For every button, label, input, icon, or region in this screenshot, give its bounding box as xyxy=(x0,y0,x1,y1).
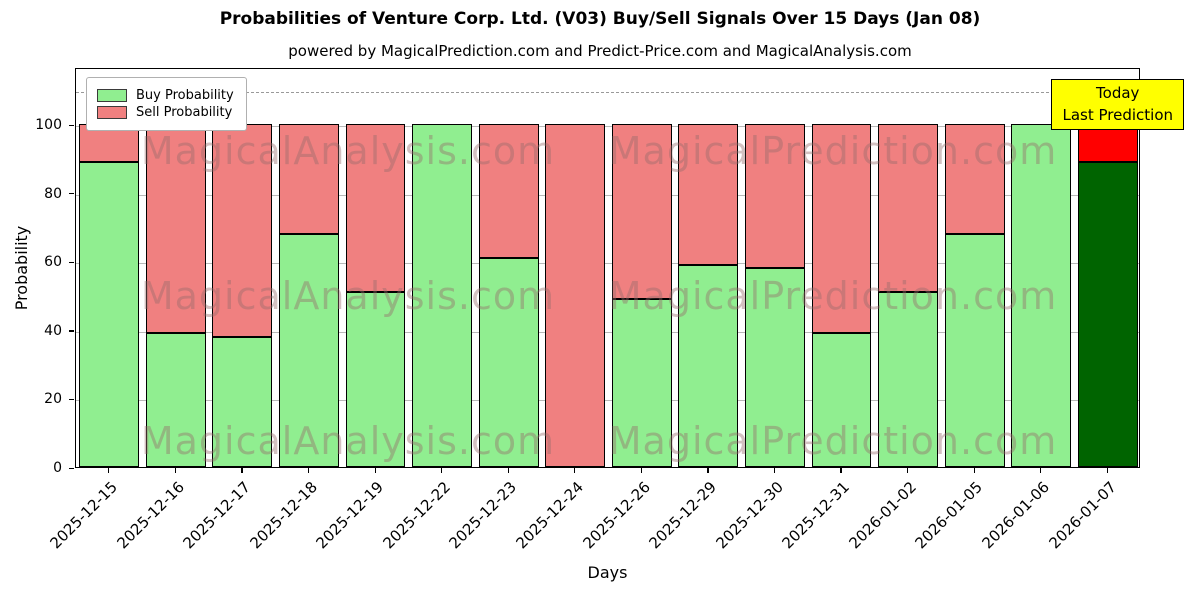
x-tick-label: 2025-12-15 xyxy=(46,478,122,553)
x-tick xyxy=(773,468,776,473)
y-axis: 0 20 40 60 80 100 xyxy=(0,68,75,476)
x-tick xyxy=(574,468,576,473)
bar-segment-sell xyxy=(1077,124,1138,162)
y-tick-label: 100 xyxy=(35,117,62,134)
legend: Buy Probability Sell Probability xyxy=(86,77,247,131)
x-tick xyxy=(241,468,243,473)
legend-label-buy: Buy Probability xyxy=(136,87,234,103)
legend-label-sell: Sell Probability xyxy=(136,105,233,120)
y-tick xyxy=(69,193,74,195)
x-tick xyxy=(640,468,642,473)
x-tick xyxy=(1106,468,1108,473)
x-tick-label: 2025-12-17 xyxy=(179,478,255,553)
plot-area: Buy Probability Sell Probability Today L… xyxy=(75,68,1184,468)
bar-segment-buy xyxy=(878,292,938,467)
bar-segment-buy xyxy=(944,233,1005,467)
x-tick-label: 2026-01-05 xyxy=(911,478,987,553)
x-tick-label: 2025-12-23 xyxy=(446,478,521,553)
x-tick xyxy=(707,468,709,473)
bar-segment-sell xyxy=(811,124,872,334)
bar-segment-buy xyxy=(279,233,339,467)
x-tick-label: 2025-12-16 xyxy=(113,478,188,553)
y-tick xyxy=(69,330,74,332)
y-gridline xyxy=(76,400,1139,402)
x-tick xyxy=(108,468,110,473)
y-tick-label: 40 xyxy=(44,322,62,339)
bar-segment-buy xyxy=(212,336,273,467)
y-tick-label: 60 xyxy=(44,254,62,271)
bar-segment-buy xyxy=(811,333,872,467)
bar-segment-sell xyxy=(279,124,339,234)
x-tick xyxy=(441,468,443,473)
x-tick xyxy=(907,468,909,473)
bar-segment-sell xyxy=(678,124,739,265)
y-tick-label: 20 xyxy=(44,391,62,408)
dashed-threshold-line xyxy=(76,91,1139,93)
y-tick-label: 0 xyxy=(53,460,62,476)
x-tick xyxy=(374,468,376,473)
y-gridline xyxy=(76,263,1139,265)
bar-segment-buy xyxy=(478,257,539,467)
y-tick xyxy=(69,467,74,469)
x-tick xyxy=(174,468,177,473)
x-tick-label: 2026-01-02 xyxy=(845,478,920,553)
x-tick-label: 2025-12-30 xyxy=(712,478,787,553)
y-gridline xyxy=(76,194,1139,196)
y-tick xyxy=(69,124,74,126)
x-axis-label: Days xyxy=(587,563,628,582)
bar-segment-sell xyxy=(545,124,606,467)
annotation-line-today: Today xyxy=(1096,84,1140,102)
bar-segment-buy xyxy=(744,268,805,467)
y-tick xyxy=(69,398,74,401)
bar-segment-buy xyxy=(678,264,739,467)
bar-segment-sell xyxy=(878,124,938,293)
bar-segment-sell xyxy=(478,124,539,258)
x-tick xyxy=(507,468,509,473)
bar-segment-sell xyxy=(345,124,406,293)
y-gridline xyxy=(76,126,1139,128)
chart-title: Probabilities of Venture Corp. Ltd. (V03… xyxy=(219,9,981,29)
bar-segment-sell xyxy=(611,124,672,300)
y-tick xyxy=(69,261,74,263)
bar-segment-sell xyxy=(744,124,805,269)
x-tick-label: 2026-01-07 xyxy=(1045,478,1120,553)
x-tick-label: 2025-12-18 xyxy=(246,478,321,553)
x-tick xyxy=(1040,468,1042,473)
bar-segment-sell xyxy=(212,124,273,337)
x-tick-label: 2025-12-24 xyxy=(512,478,587,553)
bar-segment-sell xyxy=(145,124,206,334)
x-tick-label: 2025-12-19 xyxy=(312,478,388,553)
x-tick-label: 2025-12-26 xyxy=(579,478,654,553)
bar-segment-buy xyxy=(1077,161,1138,467)
bar-segment-buy xyxy=(145,333,206,467)
x-tick-label: 2026-01-06 xyxy=(978,478,1053,553)
x-tick xyxy=(307,468,310,473)
chart-subtitle: powered by MagicalPrediction.com and Pre… xyxy=(288,42,912,60)
bar-segment-sell xyxy=(944,124,1005,234)
bar-segment-buy xyxy=(611,299,672,467)
x-tick xyxy=(973,468,975,473)
bar-segment-buy xyxy=(345,292,406,467)
y-gridline xyxy=(76,331,1139,333)
x-tick xyxy=(840,468,842,473)
today-annotation: Today Last Prediction xyxy=(1051,79,1184,130)
x-tick-label: 2025-12-29 xyxy=(645,478,721,553)
bar-segment-buy xyxy=(412,124,473,467)
bar-segment-buy xyxy=(1011,124,1072,467)
bar-segment-buy xyxy=(79,161,140,467)
x-tick-label: 2025-12-31 xyxy=(778,478,854,553)
buy-probability-swatch-icon xyxy=(97,88,127,102)
sell-probability-swatch-icon xyxy=(97,106,127,119)
legend-row-sell: Sell Probability xyxy=(97,105,234,120)
legend-row-buy: Buy Probability xyxy=(97,88,234,103)
x-tick-label: 2025-12-22 xyxy=(379,478,454,553)
y-tick-label: 80 xyxy=(44,185,62,202)
annotation-line-last-prediction: Last Prediction xyxy=(1062,105,1173,124)
x-axis: 2025-12-15 2025-12-16 2025-12-17 2025-12-18… xyxy=(47,468,1140,580)
